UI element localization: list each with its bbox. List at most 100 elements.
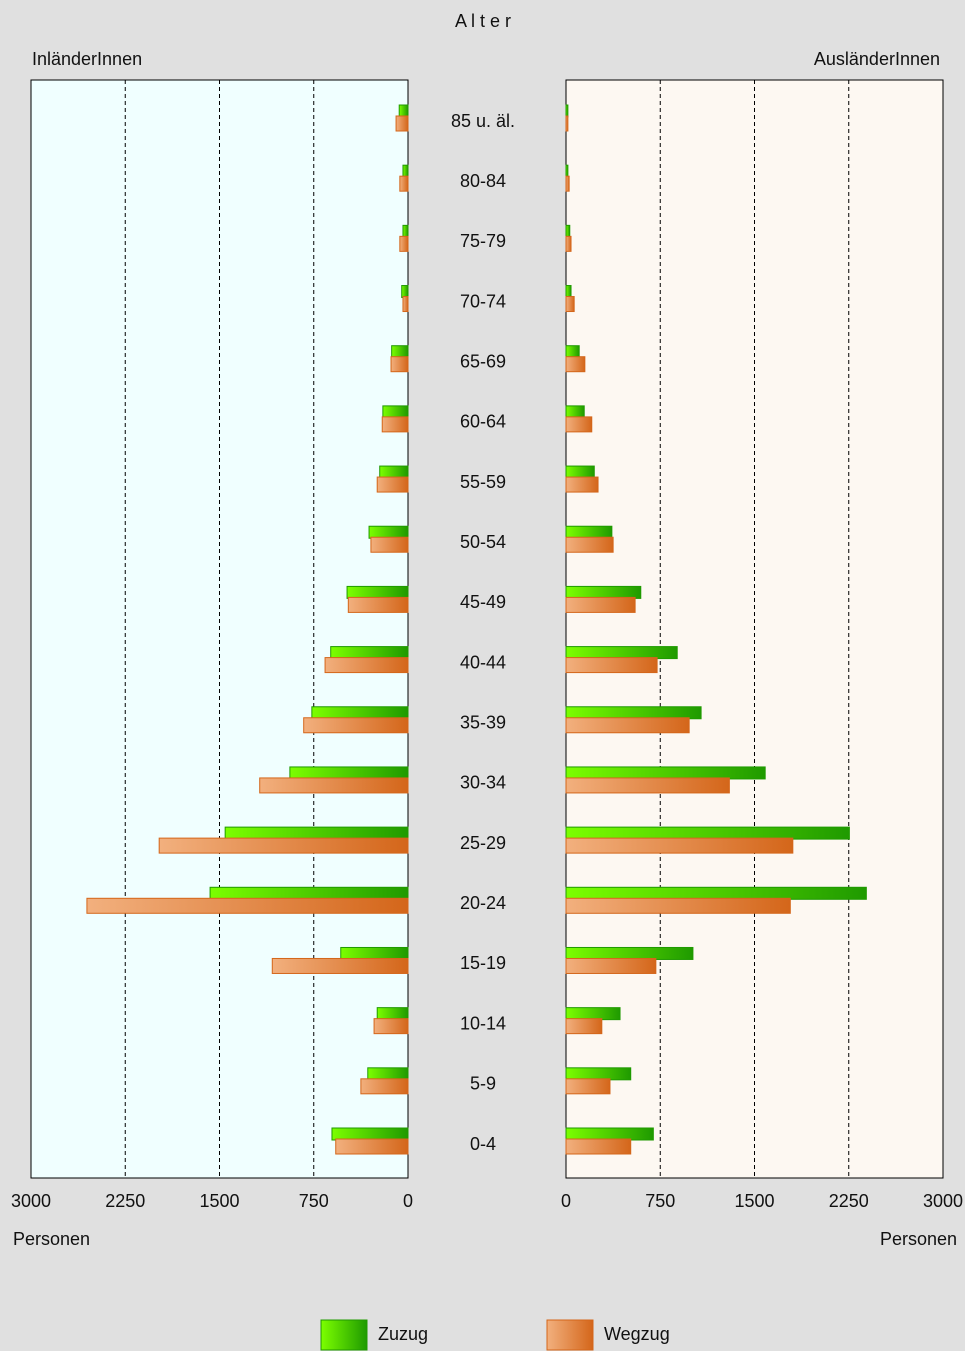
category-label: 45-49 (460, 592, 506, 612)
category-label: 60-64 (460, 412, 506, 432)
bar (565, 777, 730, 794)
bar (259, 777, 409, 794)
category-label: 80-84 (460, 171, 506, 191)
bar (367, 1067, 409, 1081)
bar (565, 886, 867, 900)
bar (565, 416, 593, 433)
x-tick-label: 1500 (734, 1191, 774, 1211)
bar (86, 897, 409, 914)
bar (346, 585, 409, 599)
bar (565, 826, 850, 840)
category-label: 75-79 (460, 231, 506, 251)
bar (565, 1007, 621, 1021)
bar (398, 104, 409, 118)
bar (399, 175, 409, 192)
category-label: 5-9 (470, 1074, 496, 1094)
category-label: 40-44 (460, 652, 506, 672)
bar (565, 296, 575, 313)
bar (331, 1127, 409, 1141)
bar (565, 465, 595, 479)
chart-title: A l t e r (455, 11, 511, 31)
x-tick-label: 750 (645, 1191, 675, 1211)
bar (311, 706, 409, 720)
bar (565, 957, 657, 974)
bar (402, 224, 409, 238)
bar (401, 285, 409, 299)
bar (158, 837, 409, 854)
bar (395, 115, 409, 132)
x-tick-label: 2250 (829, 1191, 869, 1211)
bar (565, 646, 678, 660)
bar (402, 164, 409, 178)
bar (565, 345, 580, 359)
panel-title: InländerInnen (32, 49, 142, 69)
panel-title: AusländerInnen (814, 49, 940, 69)
bar (565, 1127, 654, 1141)
x-tick-label: 3000 (923, 1191, 963, 1211)
category-label: 10-14 (460, 1013, 506, 1033)
bar (224, 826, 409, 840)
bar (565, 164, 569, 178)
category-label: 0-4 (470, 1134, 496, 1154)
bar (565, 717, 690, 734)
bar (565, 1018, 603, 1035)
x-axis-label: Personen (13, 1229, 90, 1249)
category-label: 20-24 (460, 893, 506, 913)
legend-swatch (320, 1319, 368, 1351)
legend-swatch (546, 1319, 594, 1351)
bar (565, 897, 791, 914)
bar (289, 766, 409, 780)
bar (390, 356, 409, 373)
bar (381, 416, 409, 433)
bar (399, 235, 409, 252)
x-tick-label: 3000 (11, 1191, 51, 1211)
x-tick-label: 750 (299, 1191, 329, 1211)
bar (209, 886, 409, 900)
category-label: 15-19 (460, 953, 506, 973)
bar (373, 1018, 409, 1035)
bar (391, 345, 409, 359)
category-label: 50-54 (460, 532, 506, 552)
bar (565, 766, 766, 780)
category-label: 30-34 (460, 773, 506, 793)
legend-label: Zuzug (378, 1324, 428, 1344)
bar (565, 946, 694, 960)
x-axis-label: Personen (880, 1229, 957, 1249)
bar (379, 465, 409, 479)
bar (565, 175, 570, 192)
category-label: 25-29 (460, 833, 506, 853)
bar (370, 536, 409, 553)
category-label: 55-59 (460, 472, 506, 492)
bar (330, 646, 409, 660)
bar (565, 476, 599, 493)
bar (565, 104, 569, 118)
legend-label: Wegzug (604, 1324, 670, 1344)
bar (368, 525, 409, 539)
bar (565, 224, 571, 238)
bar (565, 115, 569, 132)
bar (565, 536, 614, 553)
category-label: 85 u. äl. (451, 111, 515, 131)
bar (402, 296, 409, 313)
bar (565, 235, 572, 252)
bar (565, 1067, 632, 1081)
bar (376, 476, 409, 493)
bar (340, 946, 409, 960)
category-label: 35-39 (460, 713, 506, 733)
x-tick-label: 0 (561, 1191, 571, 1211)
bar (565, 285, 572, 299)
bar (565, 837, 794, 854)
bar (335, 1138, 409, 1155)
bar (565, 405, 585, 419)
bar (565, 525, 613, 539)
bar (347, 596, 409, 613)
bar (565, 1078, 611, 1095)
bar (565, 1138, 632, 1155)
bar (565, 706, 702, 720)
bar (360, 1078, 409, 1095)
bar (303, 717, 409, 734)
category-label: 65-69 (460, 351, 506, 371)
bar (376, 1007, 409, 1021)
bar (271, 957, 409, 974)
